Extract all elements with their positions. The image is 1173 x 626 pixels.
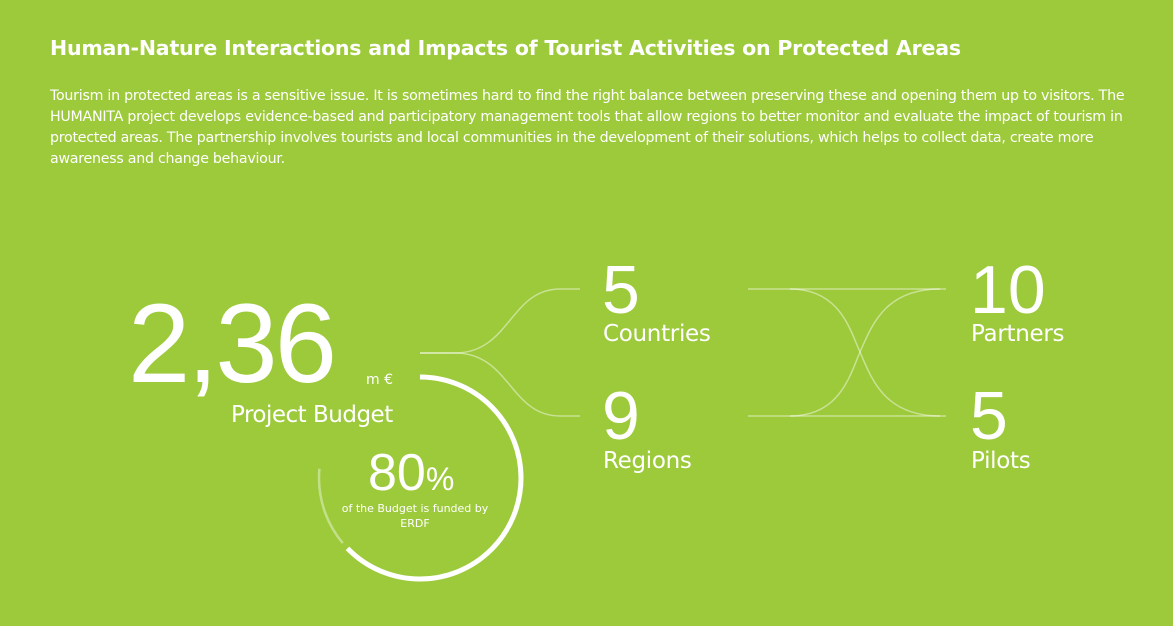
- stat-countries-label: Countries: [603, 321, 711, 347]
- funding-ring-remaining: [317, 375, 523, 581]
- budget-label: Project Budget: [231, 402, 393, 428]
- funding-label: of the Budget is funded by ERDF: [341, 502, 489, 530]
- percent-sign: %: [425, 461, 455, 497]
- budget-value: 2,36: [128, 281, 337, 406]
- connector-budget-countries: [420, 288, 580, 354]
- connector-cross-up: [789, 288, 941, 417]
- stat-countries-value: 5: [602, 252, 640, 328]
- funding-value: 80: [368, 444, 426, 502]
- stat-partners-value: 10: [970, 252, 1046, 328]
- connector-budget-regions: [420, 352, 580, 417]
- stat-pilots-label: Pilots: [971, 448, 1031, 474]
- funding-ring-progress: [316, 374, 524, 582]
- stat-partners-label: Partners: [971, 321, 1065, 347]
- budget-unit: m €: [366, 372, 393, 388]
- funding-percent: 80%: [368, 447, 454, 499]
- stat-regions-value: 9: [602, 378, 640, 454]
- connector-cross-down: [789, 288, 941, 417]
- stat-pilots-value: 5: [970, 378, 1008, 454]
- stat-regions-label: Regions: [603, 448, 692, 474]
- page-title: Human-Nature Interactions and Impacts of…: [50, 36, 961, 60]
- intro-description: Tourism in protected areas is a sensitiv…: [50, 88, 1125, 167]
